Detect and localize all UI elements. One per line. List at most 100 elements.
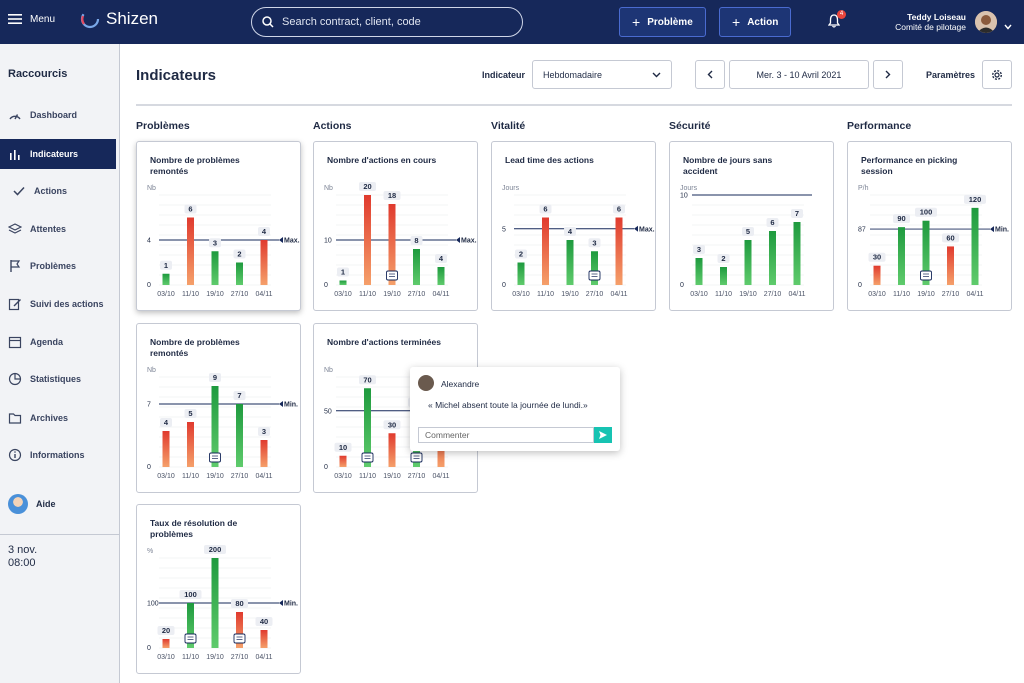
card-title: Taux de résolution de problèmes [150, 518, 238, 539]
bar [339, 455, 347, 467]
indicator-select[interactable]: Hebdomadaire [532, 60, 672, 89]
comment-input[interactable] [418, 427, 594, 443]
category-label: 27/10 [231, 291, 249, 298]
value-label: 90 [897, 214, 905, 223]
category-label: 04/11 [789, 291, 806, 298]
value-label: 4 [568, 227, 573, 236]
value-label-bg [893, 214, 910, 224]
card-title: Nombre de problèmes remontés [150, 155, 240, 176]
bar [769, 231, 776, 285]
comment-icon[interactable] [386, 270, 398, 281]
app-logo[interactable]: Shizen [80, 9, 158, 29]
unit-label: Nb [147, 367, 156, 374]
value-label-bg [588, 238, 601, 248]
sidebar-item-indicateurs[interactable]: Indicateurs [0, 139, 116, 169]
category-label: 03/10 [690, 291, 708, 298]
bar [162, 431, 170, 467]
comment-icon[interactable] [361, 452, 374, 463]
bar [162, 639, 170, 648]
bar-chart: Nb 0 10 Max. 1 03/10 20 11/10 18 19/10 8 27/10 4 04/1… [324, 182, 477, 298]
search-bar[interactable] [251, 7, 523, 37]
add-probleme-button[interactable]: + Problème [619, 7, 706, 37]
value-label: 100 [184, 590, 197, 599]
value-label-bg [334, 442, 352, 452]
date-range[interactable]: Mer. 3 - 10 Avril 2021 [729, 60, 869, 89]
previous-period-button[interactable] [695, 60, 725, 89]
unit-label: Nb [324, 185, 333, 192]
category-label: 27/10 [586, 291, 604, 298]
value-label-bg [383, 191, 401, 200]
value-label: 3 [697, 245, 701, 254]
send-comment-button[interactable] [594, 427, 612, 443]
value-label-bg [359, 375, 376, 385]
value-label-bg [233, 249, 246, 259]
sidebar-item-label: Problèmes [30, 261, 77, 271]
next-period-button[interactable] [873, 60, 903, 89]
comment-icon[interactable] [233, 633, 246, 644]
sidebar-item-label: Statistiques [30, 374, 82, 384]
indicator-card[interactable]: Nombre d'actions en cours Nb 0 10 Max. 1 03/10… [313, 141, 478, 311]
value-label: 6 [770, 218, 774, 227]
indicator-card[interactable]: Taux de résolution de problèmes% 0 100 Min.… [136, 504, 301, 674]
indicator-card[interactable]: Nombre de problèmes remontés Nb 0 7 Min. 4 03/… [136, 323, 301, 493]
sidebar-item-dashboard[interactable]: Dashboard [0, 100, 116, 130]
sidebar-item-suivi-des-actions[interactable]: Suivi des actions [0, 289, 116, 319]
comment-icon[interactable] [920, 270, 932, 281]
indicator-card[interactable]: Lead time des actions Jours 0 5 Max. 2 03/10 6 1… [491, 141, 656, 311]
comment-icon[interactable] [209, 452, 221, 463]
settings-button[interactable] [982, 60, 1012, 89]
reference-marker [990, 226, 994, 233]
y-zero-label: 0 [147, 645, 151, 652]
comment-icon[interactable] [588, 270, 601, 281]
sidebar-item-attentes[interactable]: Attentes [0, 214, 116, 244]
comment-popup: Alexandre « Michel absent toute la journ… [410, 367, 620, 451]
add-action-button[interactable]: + Action [719, 7, 792, 37]
sidebar-item-agenda[interactable]: Agenda [0, 327, 116, 357]
indicator-card[interactable]: Nombre de problèmes remontés Nb 0 4 Max. 1 03/… [136, 141, 301, 311]
y-zero-label: 0 [324, 282, 328, 289]
value-label: 6 [543, 205, 547, 214]
calendar-icon [8, 335, 22, 349]
sidebar-item-label: Informations [30, 450, 85, 460]
sidebar-item-label: Suivi des actions [30, 299, 104, 309]
comment-icon[interactable] [184, 633, 197, 644]
sidebar-item-informations[interactable]: Informations [0, 440, 116, 470]
user-menu-chevron-icon[interactable] [1004, 17, 1012, 35]
value-label: 20 [162, 626, 170, 635]
value-label-bg [359, 182, 376, 191]
sidebar-item-label: Archives [30, 413, 69, 423]
user-avatar[interactable] [975, 11, 997, 33]
sidebar-item-statistiques[interactable]: Statistiques [0, 364, 116, 394]
bar-chart: Jours 0 10 3 03/10 2 11/10 5 19/10 6 27/10 7 04/11 [680, 185, 812, 298]
notifications-button[interactable]: 4 [827, 10, 846, 33]
user-info[interactable]: Teddy Loiseau Comité de pilotage [895, 12, 966, 32]
comment-icon[interactable] [410, 452, 423, 463]
value-label: 30 [873, 253, 881, 262]
reference-value: 50 [324, 408, 332, 415]
value-label-bg [742, 227, 754, 236]
bar [744, 240, 752, 285]
sidebar-item-archives[interactable]: Archives [0, 403, 116, 433]
sidebar-title: Raccourcis [8, 68, 68, 80]
category-label: 04/11 [256, 654, 273, 661]
sidebar-item-actions[interactable]: Actions [0, 176, 116, 206]
reference-marker [279, 237, 283, 243]
sidebar-item-probl-mes[interactable]: Problèmes [0, 251, 116, 281]
search-input[interactable] [282, 16, 512, 28]
value-label-bg [717, 254, 730, 263]
help-button[interactable]: Aide [8, 494, 56, 514]
indicator-card[interactable]: Performance en picking session P/h 0 87 Min.… [847, 141, 1012, 311]
menu-button[interactable]: Menu [8, 13, 55, 25]
bar [437, 267, 445, 285]
bar [339, 280, 347, 285]
unit-label: P/h [858, 185, 869, 192]
indicator-card[interactable]: Nombre de jours sans accident Jours 0 10 3 03… [669, 141, 834, 311]
bell-icon [827, 14, 841, 28]
reference-marker [456, 237, 460, 243]
category-label: 27/10 [942, 291, 960, 298]
value-label: 60 [946, 233, 954, 242]
unit-label: % [147, 548, 153, 555]
bar [517, 262, 525, 285]
flag-icon [8, 259, 22, 273]
value-label-bg [231, 599, 248, 608]
